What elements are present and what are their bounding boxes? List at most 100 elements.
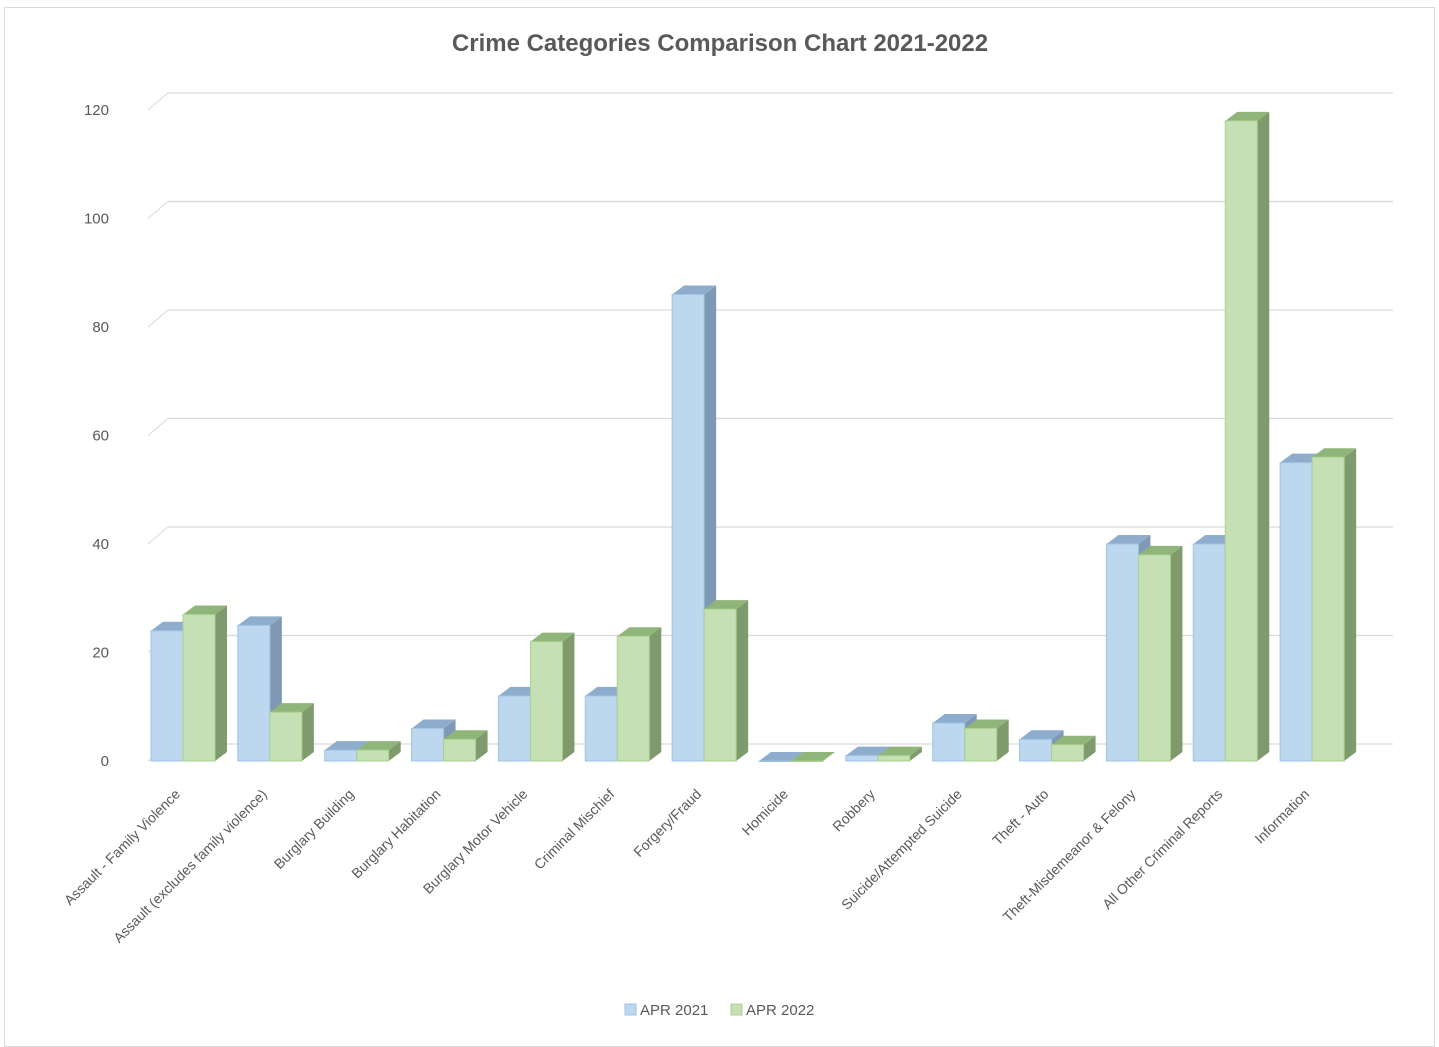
bar-top	[324, 741, 369, 751]
chart-title: Crime Categories Comparison Chart 2021-2…	[452, 30, 988, 57]
bar-apr-2022-assault-excludes-family-violence	[269, 703, 314, 762]
bar-top	[183, 605, 227, 615]
x-category-label: Forgery/Fraud	[630, 786, 704, 860]
bar-front	[584, 695, 618, 762]
bar-front	[758, 760, 792, 762]
bar-top	[704, 600, 749, 610]
bar-front	[237, 624, 271, 762]
legend-swatch-apr-2021	[624, 1003, 637, 1016]
bar-front	[845, 755, 879, 762]
bar-front	[671, 293, 705, 762]
y-tick-label: 0	[101, 753, 109, 770]
bar-front	[1051, 744, 1085, 762]
bar-apr-2022-information	[1311, 448, 1357, 762]
bar-side	[1344, 448, 1357, 761]
bar-apr-2022-robbery	[877, 746, 922, 762]
bar-side	[996, 719, 1009, 761]
bar-top	[530, 632, 575, 642]
bar-apr-2022-burglary-building	[356, 741, 401, 762]
bar-side	[1257, 111, 1270, 762]
x-category-label: Homicide	[739, 786, 792, 839]
y-tick-label: 40	[92, 536, 109, 553]
legend-label-apr-2021: APR 2021	[640, 1002, 708, 1019]
bar-front	[1224, 120, 1258, 762]
bar-front	[616, 635, 650, 762]
bar-top	[932, 714, 977, 724]
bar-front	[1137, 554, 1171, 762]
bar-top	[964, 719, 1009, 729]
y-tick-label: 100	[84, 211, 109, 228]
bar-front	[1105, 543, 1139, 762]
chart-area: Crime Categories Comparison Chart 2021-2…	[4, 7, 1435, 1047]
bar-front	[1311, 456, 1345, 762]
x-category-label: Criminal Mischief	[531, 786, 618, 873]
y-axis-ticks: 0 20 40 60 80 100 120	[84, 102, 109, 770]
bar-apr-2022-all-other-criminal-reports	[1224, 111, 1270, 762]
bar-front	[790, 760, 824, 762]
bar-front	[356, 749, 390, 762]
bar-top	[1312, 448, 1357, 458]
bar-front	[324, 749, 358, 762]
x-category-label: Theft - Auto	[989, 786, 1052, 849]
bar-side	[736, 600, 749, 761]
gridline-diagonal	[147, 309, 169, 328]
gridline-diagonal	[147, 92, 169, 111]
bar-side	[1083, 735, 1096, 761]
bar-apr-2022-theft-misdemeanor-felony	[1137, 545, 1183, 762]
bar-apr-2022-assault-family-violence	[182, 605, 227, 762]
bar-top	[237, 616, 282, 626]
y-tick-label: 80	[92, 319, 109, 336]
legend-swatch-apr-2022	[730, 1003, 743, 1016]
gridline-diagonal	[147, 418, 169, 436]
bar-front	[1192, 543, 1226, 762]
bar-apr-2022-burglary-motor-vehicle	[529, 632, 575, 762]
bar-front	[411, 727, 445, 762]
bar-top	[845, 746, 890, 756]
x-category-label: Burglary Building	[271, 786, 357, 872]
x-category-label: Information	[1251, 786, 1312, 847]
bar-top	[1051, 735, 1096, 745]
bar-front	[932, 722, 966, 762]
bar-front	[150, 630, 184, 762]
gridline-diagonal	[147, 526, 169, 545]
bar-top	[672, 285, 717, 295]
bar-apr-2022-burglary-habitation	[443, 730, 488, 762]
legend: APR 2021 APR 2022	[624, 1002, 814, 1019]
bar-side	[649, 627, 662, 761]
chart-canvas: Crime Categories Comparison Chart 2021-2…	[61, 30, 1393, 1019]
x-category-label: Burglary Habitation	[348, 786, 444, 882]
bar-front	[182, 614, 216, 762]
bar-apr-2022-suicide-attempted-suicide	[964, 719, 1009, 762]
bar-side	[909, 746, 922, 761]
gridline-diagonal	[147, 201, 169, 219]
bar-side	[1170, 545, 1183, 761]
bar-top	[617, 627, 662, 637]
bar-apr-2022-forgery-fraud	[703, 600, 749, 762]
bar-front	[1019, 738, 1053, 762]
bar-front	[443, 738, 477, 762]
bar-side	[562, 632, 575, 761]
bar-front	[529, 641, 563, 762]
x-category-label: Robbery	[829, 786, 878, 835]
y-tick-label: 20	[92, 645, 109, 662]
bar-front	[497, 695, 531, 762]
bar-apr-2022-theft-auto	[1051, 735, 1096, 762]
bar-top	[411, 719, 456, 729]
bar-top	[269, 703, 314, 713]
bar-top	[1106, 535, 1151, 544]
y-tick-label: 60	[92, 428, 109, 445]
bar-front	[269, 711, 303, 762]
bar-top	[877, 746, 922, 756]
bar-front	[703, 608, 737, 762]
bar-front	[1279, 462, 1313, 762]
x-category-label: Assault (excludes family violence)	[110, 786, 270, 946]
bar-top	[759, 752, 803, 761]
bar-side	[388, 741, 401, 761]
bars	[150, 111, 1357, 762]
bar-apr-2022-homicide	[790, 752, 835, 762]
y-tick-label: 120	[84, 102, 109, 119]
bar-side	[215, 605, 227, 761]
bar-top	[443, 730, 488, 740]
bar-apr-2022-criminal-mischief	[616, 627, 662, 762]
